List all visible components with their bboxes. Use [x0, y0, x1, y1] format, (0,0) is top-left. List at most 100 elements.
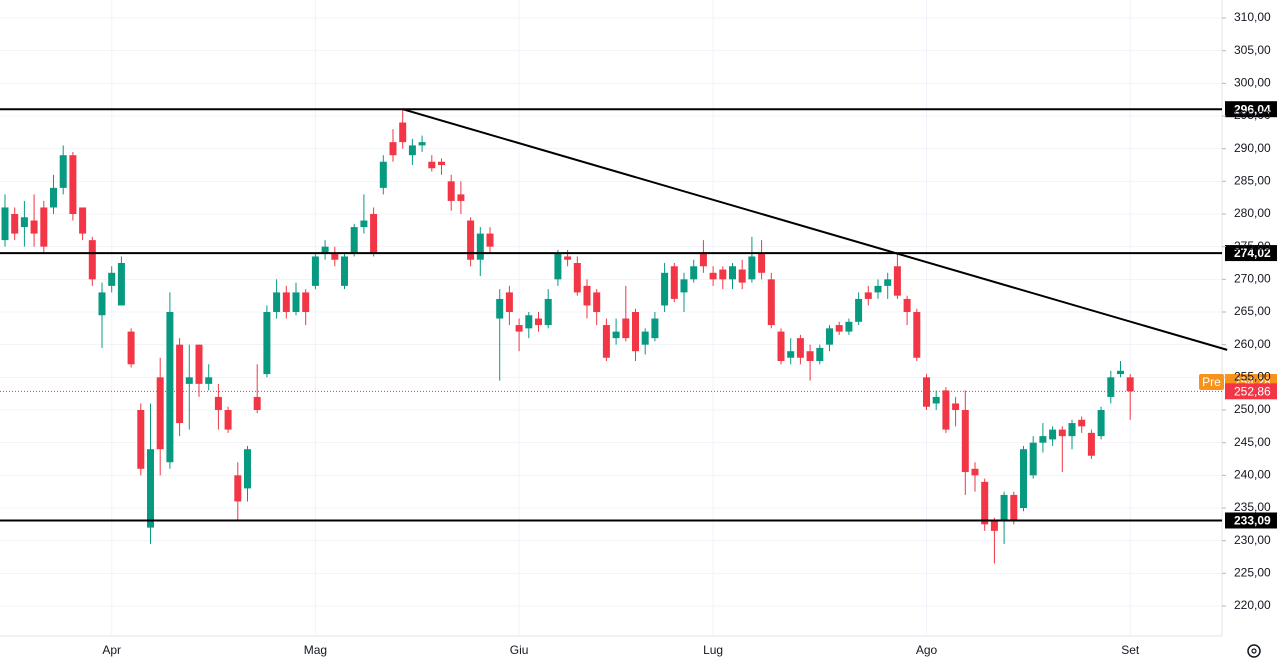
candle-body — [564, 256, 572, 260]
y-tick-label: 295,00 — [1234, 108, 1271, 122]
candle-body — [50, 187, 57, 208]
y-tick-label: 310,00 — [1234, 10, 1271, 24]
candle-body — [661, 272, 669, 306]
candle-body — [845, 321, 853, 332]
candle-body — [59, 155, 67, 188]
y-tick-label: 235,00 — [1234, 500, 1271, 514]
candle-body — [884, 279, 892, 286]
candle-body — [1126, 377, 1134, 392]
candle-body — [20, 217, 28, 228]
candle-body — [408, 145, 416, 156]
candle-body — [651, 318, 659, 339]
candle-body — [1029, 442, 1037, 476]
candle-body — [758, 253, 766, 273]
y-tick-label: 285,00 — [1234, 174, 1271, 188]
candle-body — [796, 338, 804, 358]
candle-body — [127, 331, 135, 365]
y-tick-label: 260,00 — [1234, 337, 1271, 351]
level-label: 233,09 — [1234, 514, 1271, 528]
candle-body — [573, 263, 581, 293]
level-label: 296,04 — [1234, 102, 1271, 116]
candle-body — [961, 410, 969, 473]
y-tick-label: 290,00 — [1234, 141, 1271, 155]
candle-body — [311, 256, 319, 286]
grid — [0, 0, 1222, 636]
y-tick-label: 250,00 — [1234, 402, 1271, 416]
axes: 220,00 225,00 230,00 235,00 240,00 245,00 250,… — [102, 10, 1271, 657]
candle-body — [913, 312, 921, 358]
y-tick-label: 300,00 — [1234, 76, 1271, 90]
candle-body — [893, 266, 901, 296]
candle-body — [244, 449, 251, 489]
candle-body — [525, 315, 533, 329]
last-price-bg — [1225, 383, 1277, 400]
candle-body — [1097, 410, 1105, 437]
candle-body — [1087, 432, 1095, 456]
last-price: 252,86 — [1234, 384, 1271, 398]
candle-body — [1000, 494, 1008, 522]
candle-body — [457, 194, 465, 201]
candle-body — [447, 181, 455, 201]
candle-body — [699, 253, 707, 267]
candle-body — [748, 256, 756, 280]
candle-body — [292, 292, 300, 312]
x-tick-label: Lug — [703, 643, 723, 657]
y-tick-label: 305,00 — [1234, 43, 1271, 57]
candle-body — [583, 285, 591, 306]
candle-body — [389, 142, 397, 156]
y-tick-label: 255,00 — [1234, 370, 1271, 384]
candle-body — [593, 292, 601, 312]
candle-body — [379, 161, 387, 188]
candle-body — [632, 312, 639, 352]
candle-body — [1058, 429, 1066, 437]
x-tick-label: Set — [1121, 643, 1140, 657]
candle-body — [1, 207, 9, 241]
candle-body — [641, 331, 649, 345]
candle-body — [176, 344, 184, 424]
y-tick-label: 245,00 — [1234, 435, 1271, 449]
candle-body — [1078, 419, 1086, 427]
candle-body — [1039, 436, 1047, 443]
candle-body — [738, 269, 746, 283]
candle-body — [535, 318, 542, 326]
candle-body — [302, 292, 310, 312]
candle-body — [990, 521, 998, 531]
level-label-bg — [1225, 512, 1277, 529]
candle-body — [214, 396, 222, 410]
candle-body — [670, 266, 678, 299]
y-tick-label: 280,00 — [1234, 206, 1271, 220]
candle-body — [486, 233, 494, 247]
candle-body — [729, 266, 736, 280]
candle-body — [1117, 370, 1124, 375]
candle-body — [205, 377, 213, 384]
candle-body — [496, 298, 504, 319]
candle-body — [1010, 494, 1018, 522]
x-tick-label: Apr — [102, 643, 121, 657]
candle-body — [505, 292, 513, 312]
level-label-bg — [1225, 245, 1277, 262]
candle-body — [166, 312, 174, 463]
candle-body — [30, 220, 38, 234]
candle-body — [903, 298, 911, 312]
candle-body — [195, 344, 203, 384]
candle-body — [932, 396, 940, 404]
candle-body — [777, 331, 785, 361]
candle-body — [835, 325, 843, 332]
candle-body — [234, 475, 242, 502]
candle-body — [331, 253, 339, 260]
candle-body — [370, 214, 378, 254]
candle-body — [360, 220, 368, 228]
candle-body — [816, 347, 824, 361]
candle-body — [321, 246, 329, 254]
candle-body — [719, 269, 727, 280]
candle-body — [137, 410, 145, 469]
candle-body — [40, 207, 48, 247]
level-label-bg — [1225, 101, 1277, 118]
y-tick-label: 240,00 — [1234, 468, 1271, 482]
candle-body — [942, 390, 950, 430]
settings-icon[interactable] — [1247, 644, 1261, 658]
candle-body — [341, 256, 348, 286]
candle-body — [11, 214, 19, 234]
candle-body — [923, 377, 930, 407]
